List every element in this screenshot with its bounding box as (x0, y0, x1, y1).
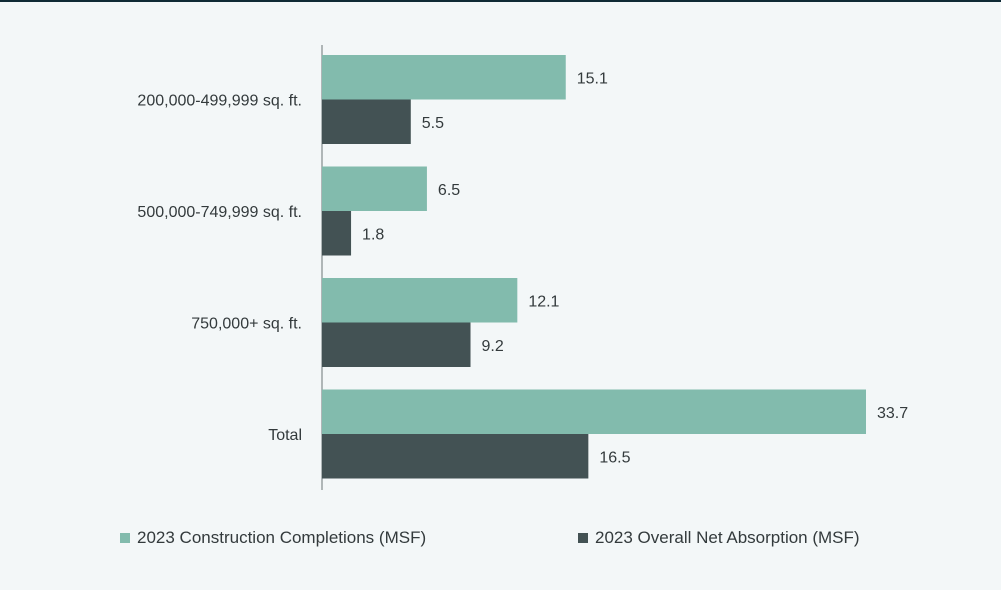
legend-label-completions: 2023 Construction Completions (MSF) (137, 528, 427, 547)
legend-item-completions: 2023 Construction Completions (MSF) (120, 528, 426, 548)
bar-completions-500-000-749-999-sq-ft (322, 166, 427, 211)
bar-completions-total (322, 389, 866, 434)
value-label-completions-200-000-499-999-sq-ft: 15.1 (577, 70, 608, 87)
legend: 2023 Construction Completions (MSF) 2023… (0, 528, 1001, 552)
category-labels: 200,000-499,999 sq. ft. 500,000-749,999 s… (137, 93, 302, 445)
bar-absorption-total (322, 434, 589, 479)
bar-absorption-200-000-499-999-sq-ft (322, 99, 411, 144)
bar-completions-200-000-499-999-sq-ft (322, 55, 566, 100)
legend-swatch-completions (120, 533, 130, 543)
bar-absorption-750-000-sq-ft (322, 322, 471, 367)
bar-absorption-500-000-749-999-sq-ft (322, 211, 352, 256)
value-labels: 15.1 5.5 6.5 1.8 12.1 9.2 33.7 16.5 (362, 70, 908, 466)
value-label-absorption-total: 16.5 (599, 449, 630, 466)
top-border (0, 0, 1001, 2)
legend-item-absorption: 2023 Overall Net Absorption (MSF) (578, 528, 860, 548)
value-label-completions-750-000-sq-ft: 12.1 (528, 293, 559, 310)
bars-group (322, 55, 866, 479)
value-label-absorption-200-000-499-999-sq-ft: 5.5 (422, 115, 444, 132)
category-label-500-000-749-999-sq-ft: 500,000-749,999 sq. ft. (137, 204, 302, 221)
value-label-completions-500-000-749-999-sq-ft: 6.5 (438, 182, 460, 199)
value-label-absorption-500-000-749-999-sq-ft: 1.8 (362, 226, 384, 243)
value-label-completions-total: 33.7 (877, 405, 908, 422)
category-label-total: Total (268, 427, 302, 444)
value-label-absorption-750-000-sq-ft: 9.2 (482, 338, 504, 355)
legend-swatch-absorption (578, 533, 588, 543)
bar-completions-750-000-sq-ft (322, 278, 518, 323)
category-label-750-000-sq-ft: 750,000+ sq. ft. (191, 316, 302, 333)
legend-label-absorption: 2023 Overall Net Absorption (MSF) (595, 528, 860, 547)
category-label-200-000-499-999-sq-ft: 200,000-499,999 sq. ft. (137, 93, 302, 110)
